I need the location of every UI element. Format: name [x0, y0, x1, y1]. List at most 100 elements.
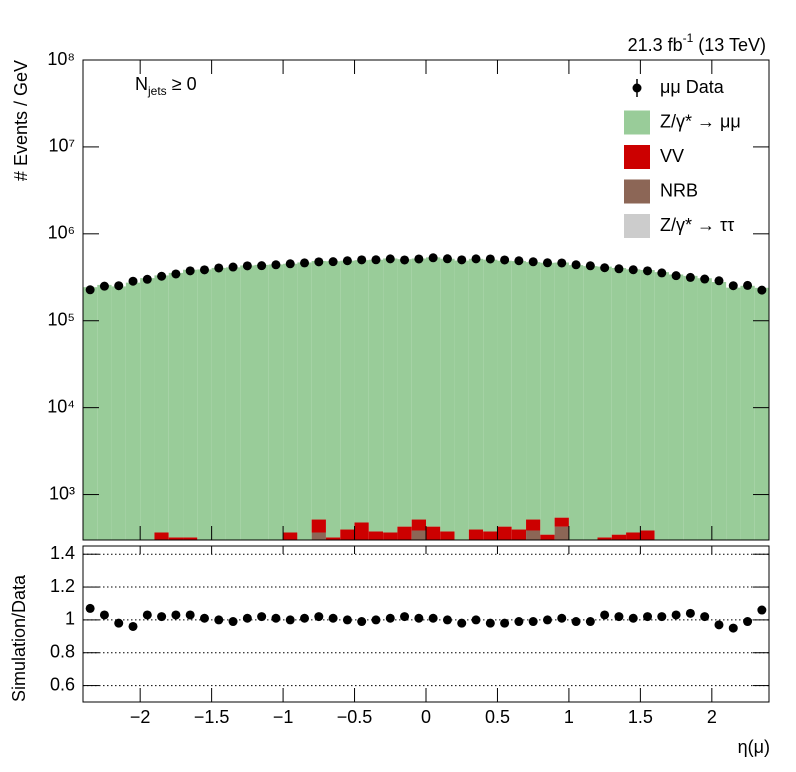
bar-segment — [511, 529, 527, 540]
x-axis-label: η(μ) — [738, 737, 770, 757]
bar-segment — [212, 547, 226, 559]
ratio-point — [585, 617, 595, 627]
y-tick-label: 0.8 — [50, 641, 75, 661]
legend-label: Z/γ* → ττ — [660, 215, 734, 235]
x-tick-label: 1 — [564, 707, 574, 727]
bar-segment — [183, 537, 198, 540]
ratio-points — [85, 603, 767, 633]
ratio-point — [357, 617, 367, 627]
bar-segment — [354, 260, 369, 523]
bar-segment — [454, 260, 469, 540]
bar-segment — [468, 258, 484, 530]
data-point — [757, 285, 767, 295]
bar-segment — [483, 259, 498, 532]
data-point — [600, 263, 610, 273]
data-point — [228, 262, 238, 272]
ratio-point — [242, 613, 252, 623]
ratio-point — [285, 615, 295, 625]
data-point — [628, 265, 638, 275]
bar-segment — [183, 269, 198, 538]
lumi-sup: -1 — [683, 31, 694, 45]
bar-segment — [83, 287, 98, 540]
ratio-point — [414, 613, 424, 623]
legend-marker — [632, 83, 642, 93]
bar-segment — [626, 532, 641, 540]
bar-segment — [526, 262, 541, 520]
bar-segment — [311, 261, 326, 520]
data-point — [85, 285, 95, 295]
bar-segment — [554, 526, 569, 540]
bar-segment — [197, 547, 211, 559]
ratio-point — [99, 610, 109, 620]
y-tick-label: 1.2 — [50, 576, 75, 596]
bar-segment — [240, 265, 255, 540]
lumi-label: 21.3 fb-1 (13 TeV) — [628, 31, 766, 55]
data-point — [671, 271, 681, 281]
bar-segment — [540, 262, 555, 535]
ratio-point — [600, 610, 610, 620]
bar-segment — [554, 262, 569, 518]
bar-segment — [583, 266, 598, 540]
data-point — [571, 260, 581, 270]
data-point — [257, 261, 267, 271]
data-point — [199, 265, 209, 275]
bar-segment — [197, 269, 212, 540]
bar-segment — [325, 261, 341, 538]
bar-segment — [440, 531, 455, 540]
bar-segment — [512, 559, 526, 627]
x-tick-label: 1.5 — [628, 707, 653, 727]
bar-segment — [240, 547, 254, 559]
bar-segment — [140, 278, 155, 540]
x-tick-label: −2 — [130, 707, 151, 727]
bar-segment — [726, 547, 740, 559]
data-point — [171, 269, 181, 279]
bar-segment — [640, 530, 655, 540]
bar-segment — [683, 547, 697, 559]
ratio-point — [657, 612, 667, 622]
data-point — [471, 254, 481, 264]
bar-segment — [611, 534, 627, 540]
bar-segment — [411, 530, 426, 540]
bar-segment — [368, 531, 384, 540]
bar-segment — [497, 260, 512, 527]
data-point — [643, 266, 653, 276]
bar-segment — [683, 275, 698, 540]
x-tick-label: 0.5 — [485, 707, 510, 727]
bar-segment — [740, 559, 754, 627]
bar-segment — [483, 531, 498, 540]
y-tick-label: 10⁵ — [48, 309, 75, 329]
ratio-point — [128, 621, 138, 631]
legend-label: μμ Data — [660, 77, 725, 97]
bar-segment — [112, 547, 126, 559]
bar-segment — [526, 519, 541, 531]
bar-segment — [368, 259, 384, 532]
data-point — [300, 258, 310, 268]
bar-segment — [226, 547, 240, 559]
bar-segment — [426, 526, 441, 540]
bar-segment — [225, 267, 241, 540]
data-point — [442, 254, 452, 264]
ratio-point — [528, 617, 538, 627]
bar-segment — [740, 547, 754, 559]
ratio-point — [743, 617, 753, 627]
bar-segment — [311, 532, 326, 540]
bar-segment — [497, 559, 511, 627]
bar-segment — [455, 547, 469, 559]
legend-swatch — [624, 110, 650, 135]
njets-label: Njets ≥ 0 — [135, 74, 197, 98]
legend-label: VV — [660, 146, 684, 166]
bar-segment — [583, 559, 597, 627]
data-point — [585, 261, 595, 271]
legend-label: NRB — [660, 180, 698, 200]
bar-segment — [698, 547, 712, 559]
data-point — [314, 257, 324, 267]
data-point — [685, 272, 695, 282]
ratio-point — [400, 612, 410, 622]
legend-label: Z/γ* → μμ — [660, 111, 741, 131]
legend-swatch — [624, 145, 650, 169]
bar-segment — [83, 559, 97, 627]
bar-segment — [269, 547, 283, 559]
ratio-point — [671, 610, 681, 620]
data-point — [328, 257, 338, 267]
